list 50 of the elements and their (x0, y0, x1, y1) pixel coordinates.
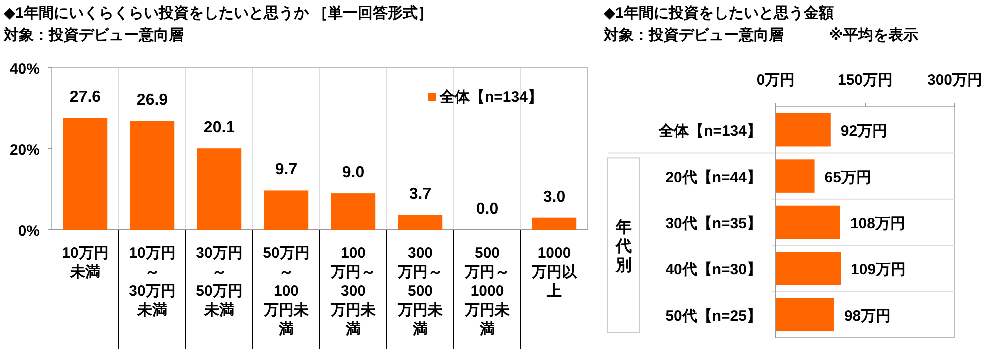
x-tick-label: 0万円 (756, 72, 796, 89)
y-tick-label: 40% (10, 61, 40, 78)
bar (776, 113, 831, 147)
text: 0.0 (476, 201, 499, 218)
data-label: 108万円 (850, 216, 906, 232)
bar (532, 218, 577, 230)
legend-label: 全体【n=134】 (439, 89, 543, 106)
bar (63, 118, 108, 230)
chart-subtitle: 対象：投資デビュー意向層 (3, 26, 184, 44)
text: 年代別 (615, 218, 632, 275)
text: 3.7 (409, 186, 432, 204)
x-tick-label: 50万円～100万円未満 (263, 245, 310, 338)
bar (398, 215, 443, 230)
y-tick-label: 0% (18, 223, 40, 240)
data-label: 65万円 (824, 169, 872, 186)
data-label: 109万円 (851, 262, 906, 279)
y-tick-label: 40代【n=30】 (666, 262, 762, 279)
y-tick-label: 20代【n=44】 (666, 169, 762, 186)
data-label: 98万円 (844, 308, 892, 325)
x-tick-label: 150万円 (838, 72, 894, 89)
chart-title: ◆1年間に投資をしたいと思う金額 (604, 5, 834, 22)
text: 9.7 (275, 162, 298, 179)
x-tick-label: 10万円～30万円未満 (129, 245, 176, 319)
y-tick-label: 50代【n=25】 (666, 308, 762, 325)
bar (197, 148, 242, 230)
y-tick-label: 20% (10, 142, 40, 159)
text: 3.0 (543, 188, 566, 206)
bar (264, 190, 309, 230)
data-label: 92万円 (840, 123, 888, 140)
bar (776, 252, 842, 286)
text: 20.1 (204, 120, 236, 137)
x-tick-label: 500万円～1000万円未満 (464, 245, 511, 338)
bar (776, 160, 815, 193)
text: 9.0 (342, 164, 365, 182)
bar (776, 298, 834, 332)
text: 27.6 (70, 89, 102, 106)
x-tick-label: 100万円～300万円未満 (330, 245, 377, 338)
x-tick-label: 30万円～50万円未満 (196, 245, 243, 319)
bar (331, 194, 376, 230)
text: 26.9 (136, 92, 168, 110)
x-tick-label: 1000万円以上 (531, 245, 578, 300)
bar (776, 206, 840, 240)
x-tick-label: 300万円～500万円未満 (397, 245, 444, 338)
y-tick-label: 30代【n=35】 (666, 216, 762, 232)
x-tick-label: 300万円 (927, 72, 983, 89)
x-tick-label: 10万円未満 (62, 245, 109, 281)
bar (130, 121, 175, 230)
chart-subtitle: 対象：投資デビュー意向層 ※平均を表示 (603, 26, 919, 44)
chart-title: ◆1年間にいくらくらい投資をしたいと思うか ［単一回答形式］ (4, 5, 434, 22)
y-tick-label: 全体【n=134】 (658, 123, 762, 140)
